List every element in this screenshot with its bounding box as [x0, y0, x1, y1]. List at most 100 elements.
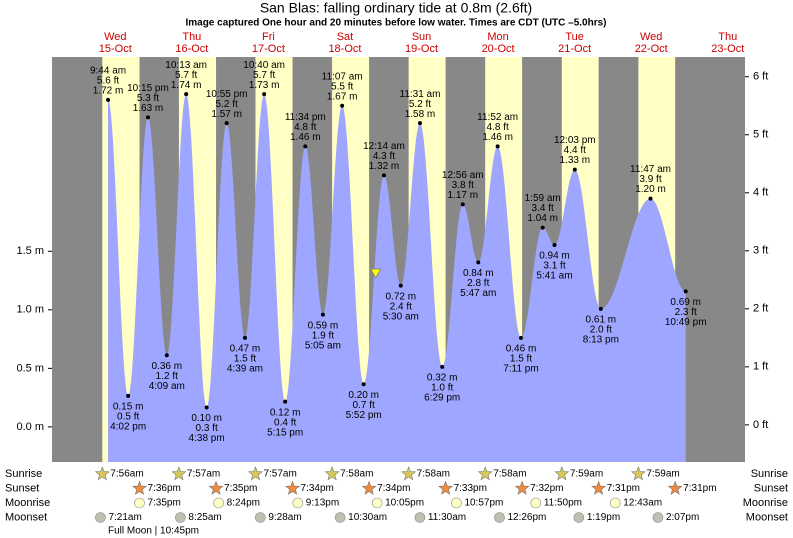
y-tick-label: 3 ft: [753, 245, 768, 257]
day-name: Thu: [718, 31, 737, 43]
sunrise-icon: [171, 466, 187, 481]
moonrise-icon: [371, 497, 383, 509]
sunset-icon: [361, 480, 377, 495]
extreme-point: [648, 196, 653, 201]
y-tick-label: 0 ft: [753, 419, 768, 431]
extreme-label: 0.36 m: [152, 361, 183, 372]
extreme-label: 4:38 pm: [189, 433, 225, 444]
event-time: 7:57am: [187, 469, 220, 480]
event-time: 7:32pm: [530, 483, 563, 494]
extreme-label: 2.3 ft: [675, 307, 697, 318]
extreme-label: 7:11 pm: [503, 363, 538, 374]
event-time: 9:13pm: [306, 498, 339, 509]
event-time: 7:34pm: [377, 483, 410, 494]
extreme-label: 0.10 m: [191, 413, 222, 424]
extreme-label: 9:44 am: [90, 66, 126, 77]
extreme-label: 3.8 ft: [452, 180, 474, 191]
event-time: 7:34pm: [301, 483, 334, 494]
day-name: Tue: [565, 31, 584, 43]
event-time: 7:33pm: [454, 483, 487, 494]
extreme-label: 1.9 ft: [312, 330, 334, 341]
row-label: Moonrise: [5, 497, 50, 509]
extreme-label: 1.5 ft: [234, 353, 256, 364]
extreme-point: [552, 242, 557, 247]
extreme-label: 1.73 m: [249, 80, 280, 91]
extreme-label: 0.47 m: [230, 343, 261, 354]
extreme-label: 1.33 m: [560, 155, 591, 166]
extreme-label: 12:14 am: [363, 141, 405, 152]
row-label: Sunrise: [5, 468, 42, 480]
day-name: Thu: [182, 31, 201, 43]
extreme-point: [440, 364, 445, 369]
extreme-label: 5.6 ft: [97, 76, 119, 87]
event-time: 7:31pm: [607, 483, 640, 494]
extreme-label: 0.7 ft: [353, 400, 375, 411]
extreme-label: 1.67 m: [327, 91, 358, 102]
extreme-label: 4.8 ft: [294, 122, 316, 133]
extreme-label: 0.3 ft: [195, 423, 217, 434]
event-time: 7:21am: [108, 512, 141, 523]
current-level-marker: [369, 268, 382, 280]
moonset-icon: [652, 512, 664, 523]
extreme-label: 10:13 am: [165, 60, 207, 71]
moonrise-icon: [213, 497, 224, 509]
event-time: 7:35pm: [147, 498, 180, 509]
extreme-label: 0.84 m: [463, 268, 494, 279]
extreme-label: 0.72 m: [385, 291, 416, 302]
tide-area: [108, 94, 686, 462]
extreme-point: [460, 202, 465, 207]
sunrise-icon: [554, 466, 570, 481]
day-name: Wed: [640, 31, 662, 43]
moonrise-icon: [134, 497, 145, 509]
sunset-icon: [438, 480, 454, 495]
moonrise-icon: [292, 497, 304, 509]
event-time: 10:57pm: [464, 498, 503, 509]
extreme-label: 2.0 ft: [590, 324, 612, 335]
extreme-label: 3.1 ft: [543, 261, 565, 272]
extreme-label: 0.59 m: [308, 320, 339, 331]
event-time: 7:59am: [570, 469, 603, 480]
event-time: 10:30am: [348, 512, 387, 523]
extreme-label: 8:13 pm: [583, 334, 619, 345]
sunrise-icon: [324, 466, 340, 481]
extreme-label: 0.4 ft: [274, 417, 296, 428]
extreme-point: [320, 312, 325, 317]
sunset-icon: [285, 480, 301, 495]
moonrise-icon: [530, 497, 542, 509]
y-tick-label: 1 ft: [753, 361, 768, 373]
extreme-point: [224, 121, 229, 126]
y-tick-label: 4 ft: [753, 187, 768, 199]
moonset-icon: [334, 512, 346, 523]
event-time: 12:43am: [623, 498, 662, 509]
sunset-icon: [591, 480, 607, 495]
moonset-icon: [95, 512, 106, 523]
extreme-label: 1.46 m: [482, 132, 513, 143]
extreme-point: [572, 167, 577, 172]
event-time: 7:56am: [110, 469, 143, 480]
event-time: 8:24pm: [227, 498, 260, 509]
extreme-point: [683, 289, 688, 294]
chart-title: San Blas: falling ordinary tide at 0.8m …: [260, 0, 532, 16]
event-time: 12:26pm: [507, 512, 546, 523]
extreme-label: 11:31 am: [400, 89, 441, 100]
event-time: 7:58am: [493, 469, 526, 480]
extreme-label: 5:30 am: [383, 311, 419, 322]
event-time: 8:25am: [188, 512, 221, 523]
extreme-label: 1.20 m: [635, 184, 666, 195]
extreme-point: [242, 335, 247, 340]
extreme-point: [262, 92, 267, 97]
extreme-label: 4:02 pm: [110, 421, 146, 432]
extreme-point: [126, 393, 131, 398]
extreme-label: 4:39 am: [227, 363, 263, 374]
extreme-label: 12:03 pm: [554, 135, 596, 146]
extreme-label: 5:41 am: [536, 271, 572, 282]
extreme-label: 4.8 ft: [487, 122, 509, 133]
extreme-label: 10:15 pm: [127, 83, 169, 94]
extreme-label: 5.2 ft: [216, 99, 238, 110]
event-time: 1:19pm: [587, 512, 620, 523]
extreme-label: 0.5 ft: [117, 411, 139, 422]
day-name: Fri: [262, 31, 275, 43]
extreme-label: 0.61 m: [586, 314, 617, 325]
extreme-label: 6:29 pm: [424, 392, 460, 403]
moonrise-icon: [609, 497, 621, 509]
